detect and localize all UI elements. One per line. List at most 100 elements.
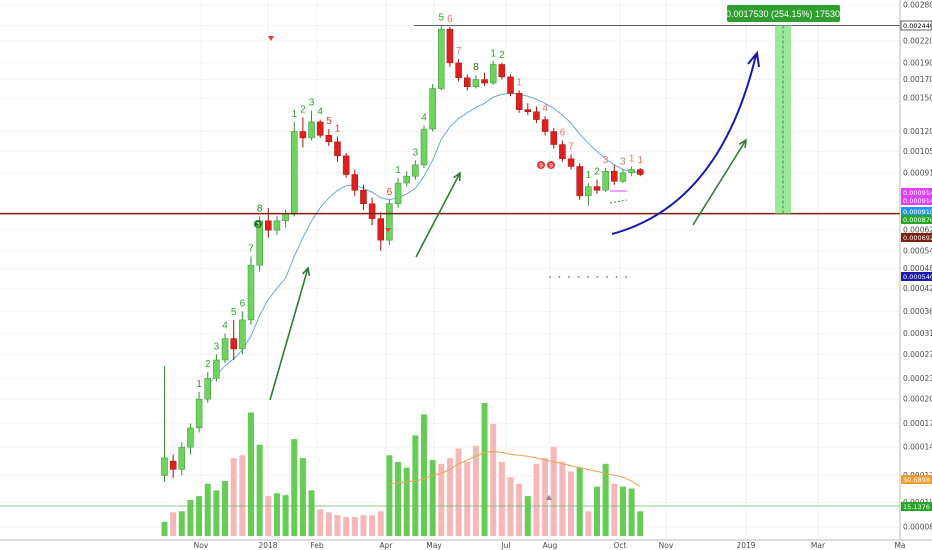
price-axis-ticks: 0.00280000.00244000.00220000.00190000.00… <box>903 1 932 532</box>
td-count-label: 2 <box>594 167 600 178</box>
price-tag-label: 0.0008701 <box>903 216 932 224</box>
green-arrow-head <box>302 266 311 277</box>
volume-tag-label: 15.1376 <box>903 503 930 511</box>
volume-bar <box>446 458 453 536</box>
td-count-label: 8 <box>473 62 479 73</box>
volume-bar <box>256 444 263 536</box>
volume-bar <box>213 490 220 536</box>
target-callout[interactable]: 0.0017530 (254.15%) 17530 <box>726 5 840 22</box>
volume-tag <box>901 502 932 511</box>
price-tick-label: 0.0001700 <box>903 419 932 428</box>
td-count-label: 6 <box>447 14 453 25</box>
candle-body <box>550 131 557 145</box>
candle-body <box>377 218 384 241</box>
candle-body <box>394 182 402 204</box>
volume-bar <box>230 458 237 536</box>
time-tick-label: Oct <box>614 541 627 550</box>
sell-marker-icon <box>385 228 391 232</box>
volume-bar <box>282 495 289 536</box>
price-tick-label: 0.0022000 <box>903 37 932 46</box>
price-tick-label: 0.0002000 <box>903 395 932 404</box>
green-trend-arrow <box>269 267 309 401</box>
volume-bar <box>403 467 410 536</box>
candle-body <box>611 170 618 182</box>
volume-bars <box>161 403 644 536</box>
volume-bar <box>222 480 229 536</box>
td-count-label: 4 <box>317 107 323 118</box>
target-callout-box <box>727 5 840 22</box>
blue-arrow-head <box>747 50 760 68</box>
candle-body <box>498 64 506 78</box>
price-tag <box>901 207 932 216</box>
candle-body <box>455 62 462 79</box>
price-tick-label: 0.0003600 <box>903 307 932 316</box>
candle-body <box>559 144 566 160</box>
volume-bar <box>524 496 531 536</box>
td-count-label: 5 <box>439 13 445 24</box>
candle-body <box>446 29 454 64</box>
td-count-label: 1 <box>490 48 496 59</box>
candle-body <box>187 427 194 448</box>
td-count-label: 1 <box>196 379 202 390</box>
volume-bar <box>576 467 583 536</box>
candle-body <box>533 111 540 120</box>
dot-marker <box>568 276 570 278</box>
candle-body <box>585 186 592 197</box>
candle-body <box>325 135 333 143</box>
time-tick-label: 2018 <box>258 541 277 550</box>
td-count-label: 8 <box>257 203 263 214</box>
td-count-label: 5 <box>326 116 332 127</box>
td-count-label: 7 <box>456 46 462 57</box>
candle-body <box>230 338 237 350</box>
volume-bar <box>568 471 575 536</box>
volume-bar <box>317 509 324 536</box>
td-circle-marker <box>547 161 555 169</box>
volume-bar <box>472 445 479 536</box>
time-axis-ticks: Nov 2018 Feb Apr May Jul Aug Oct Nov 2019 Mar Ma <box>194 541 906 550</box>
td-count-label: 2 <box>205 359 211 370</box>
td-count-label: 1 <box>516 77 522 88</box>
td-count-label: 3 <box>620 157 626 168</box>
volume-bar <box>602 463 609 536</box>
volume-bar <box>325 512 332 536</box>
td-circle-marker <box>537 161 545 169</box>
candle-body <box>464 77 471 87</box>
candle-body <box>282 213 289 222</box>
volume-bar <box>637 511 644 536</box>
candle-body <box>438 29 445 89</box>
candle-body <box>368 203 376 219</box>
dot-marker <box>549 276 551 278</box>
time-tick-label: Nov <box>194 541 209 550</box>
price-tick-label: 0.0003100 <box>903 329 932 338</box>
td-count-label: 3 <box>603 155 609 166</box>
volume-bar <box>299 458 306 536</box>
td-count-label: 6 <box>387 187 393 198</box>
plot-area[interactable] <box>0 0 900 540</box>
price-tag-label: 0.0006927 <box>903 234 932 242</box>
candle-body <box>386 203 393 241</box>
candle-body <box>360 189 367 204</box>
volume-bar <box>455 448 462 536</box>
price-tick-label: 0.0019000 <box>903 58 932 67</box>
volume-bar <box>395 461 402 536</box>
volume-bar <box>412 435 419 536</box>
time-tick-label: Ma <box>894 541 905 550</box>
td-circle-marker <box>254 220 262 228</box>
candle-body <box>334 141 341 157</box>
volume-bar <box>533 463 540 536</box>
td-count-label: 1 <box>291 109 297 120</box>
price-tag <box>901 188 932 197</box>
td-count-label: 1 <box>335 124 341 135</box>
volume-bar <box>481 403 488 536</box>
candle-body <box>567 158 575 167</box>
volume-bar <box>239 455 246 536</box>
volume-bar <box>559 461 566 536</box>
td-count-label: 7 <box>248 243 254 254</box>
candle-body <box>195 398 203 429</box>
volume-bar <box>369 515 376 536</box>
volume-bar <box>187 499 194 536</box>
candle-body <box>637 169 644 175</box>
candle-body <box>239 319 246 350</box>
